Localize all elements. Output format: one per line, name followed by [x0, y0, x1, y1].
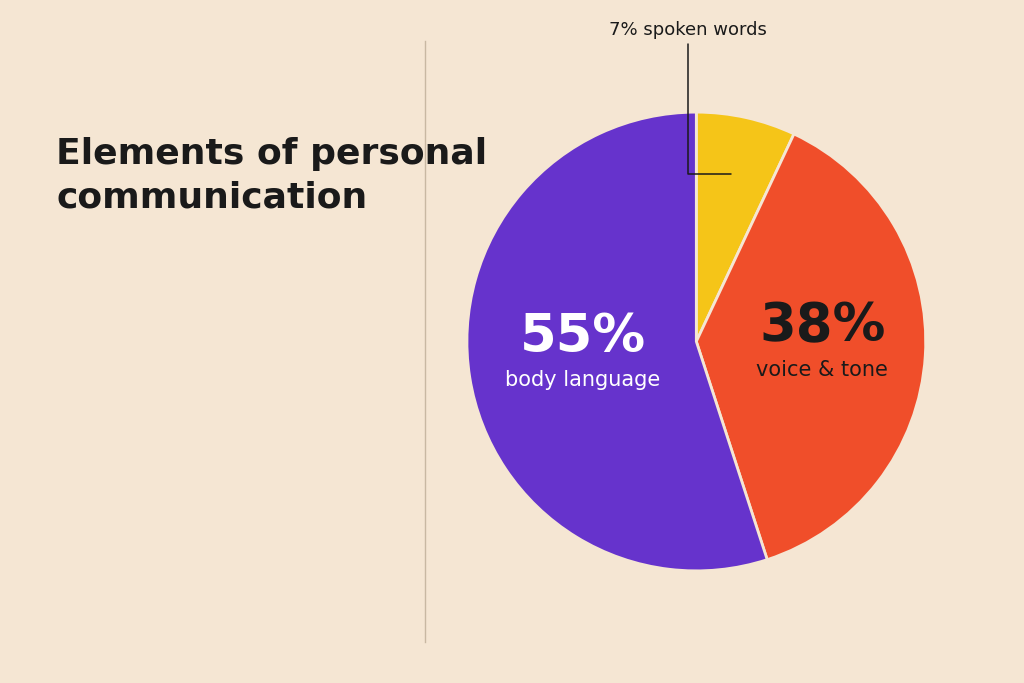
Wedge shape: [467, 112, 767, 571]
Wedge shape: [696, 112, 794, 342]
Text: 38%: 38%: [759, 301, 886, 352]
Text: voice & tone: voice & tone: [757, 360, 888, 380]
Wedge shape: [696, 134, 926, 559]
Text: Elements of personal
communication: Elements of personal communication: [56, 137, 487, 214]
Text: 7% spoken words: 7% spoken words: [609, 20, 767, 173]
Text: body language: body language: [506, 370, 660, 390]
Text: 55%: 55%: [520, 311, 646, 363]
